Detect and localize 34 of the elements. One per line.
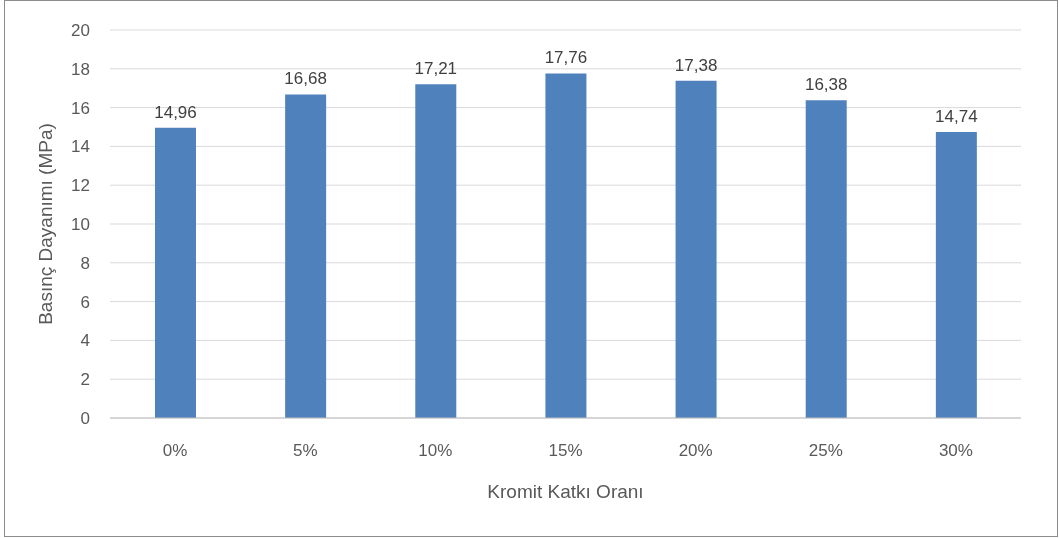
y-tick-label: 8 <box>80 253 90 273</box>
data-label: 17,21 <box>414 59 458 79</box>
y-tick-label: 12 <box>71 176 90 196</box>
x-tick-label: 10% <box>418 441 453 461</box>
y-tick-label: 14 <box>71 137 90 157</box>
bar <box>285 94 327 418</box>
x-tick-label: 5% <box>292 441 318 461</box>
data-label: 16,38 <box>804 75 848 95</box>
data-label: 16,68 <box>284 69 327 89</box>
x-axis-title: Kromit Katkı Oranı <box>487 481 644 502</box>
bar <box>935 132 977 418</box>
y-tick-label: 4 <box>80 331 90 351</box>
x-tick-label: 0% <box>162 441 188 461</box>
y-tick-label: 20 <box>71 21 90 41</box>
bar <box>675 80 717 418</box>
bar <box>805 100 847 418</box>
bar <box>415 84 457 418</box>
x-tick-label: 20% <box>678 441 713 461</box>
bar <box>155 127 196 418</box>
y-tick-label: 16 <box>71 98 90 118</box>
bar <box>545 73 587 418</box>
x-tick-label: 15% <box>548 441 583 461</box>
x-tick-label: 30% <box>938 441 973 461</box>
x-tick-label: 25% <box>808 441 843 461</box>
y-tick-label: 2 <box>80 370 90 390</box>
data-label: 14,96 <box>154 102 197 122</box>
y-tick-label: 18 <box>71 59 90 79</box>
data-label: 17,38 <box>674 55 718 75</box>
y-tick-label: 10 <box>71 215 90 235</box>
data-label: 14,74 <box>935 107 978 127</box>
y-tick-label: 6 <box>80 292 90 312</box>
y-axis-title: Basınç Dayanımı (MPa) <box>34 123 56 325</box>
y-tick-label: 0 <box>80 409 90 429</box>
data-label: 17,76 <box>544 48 588 68</box>
